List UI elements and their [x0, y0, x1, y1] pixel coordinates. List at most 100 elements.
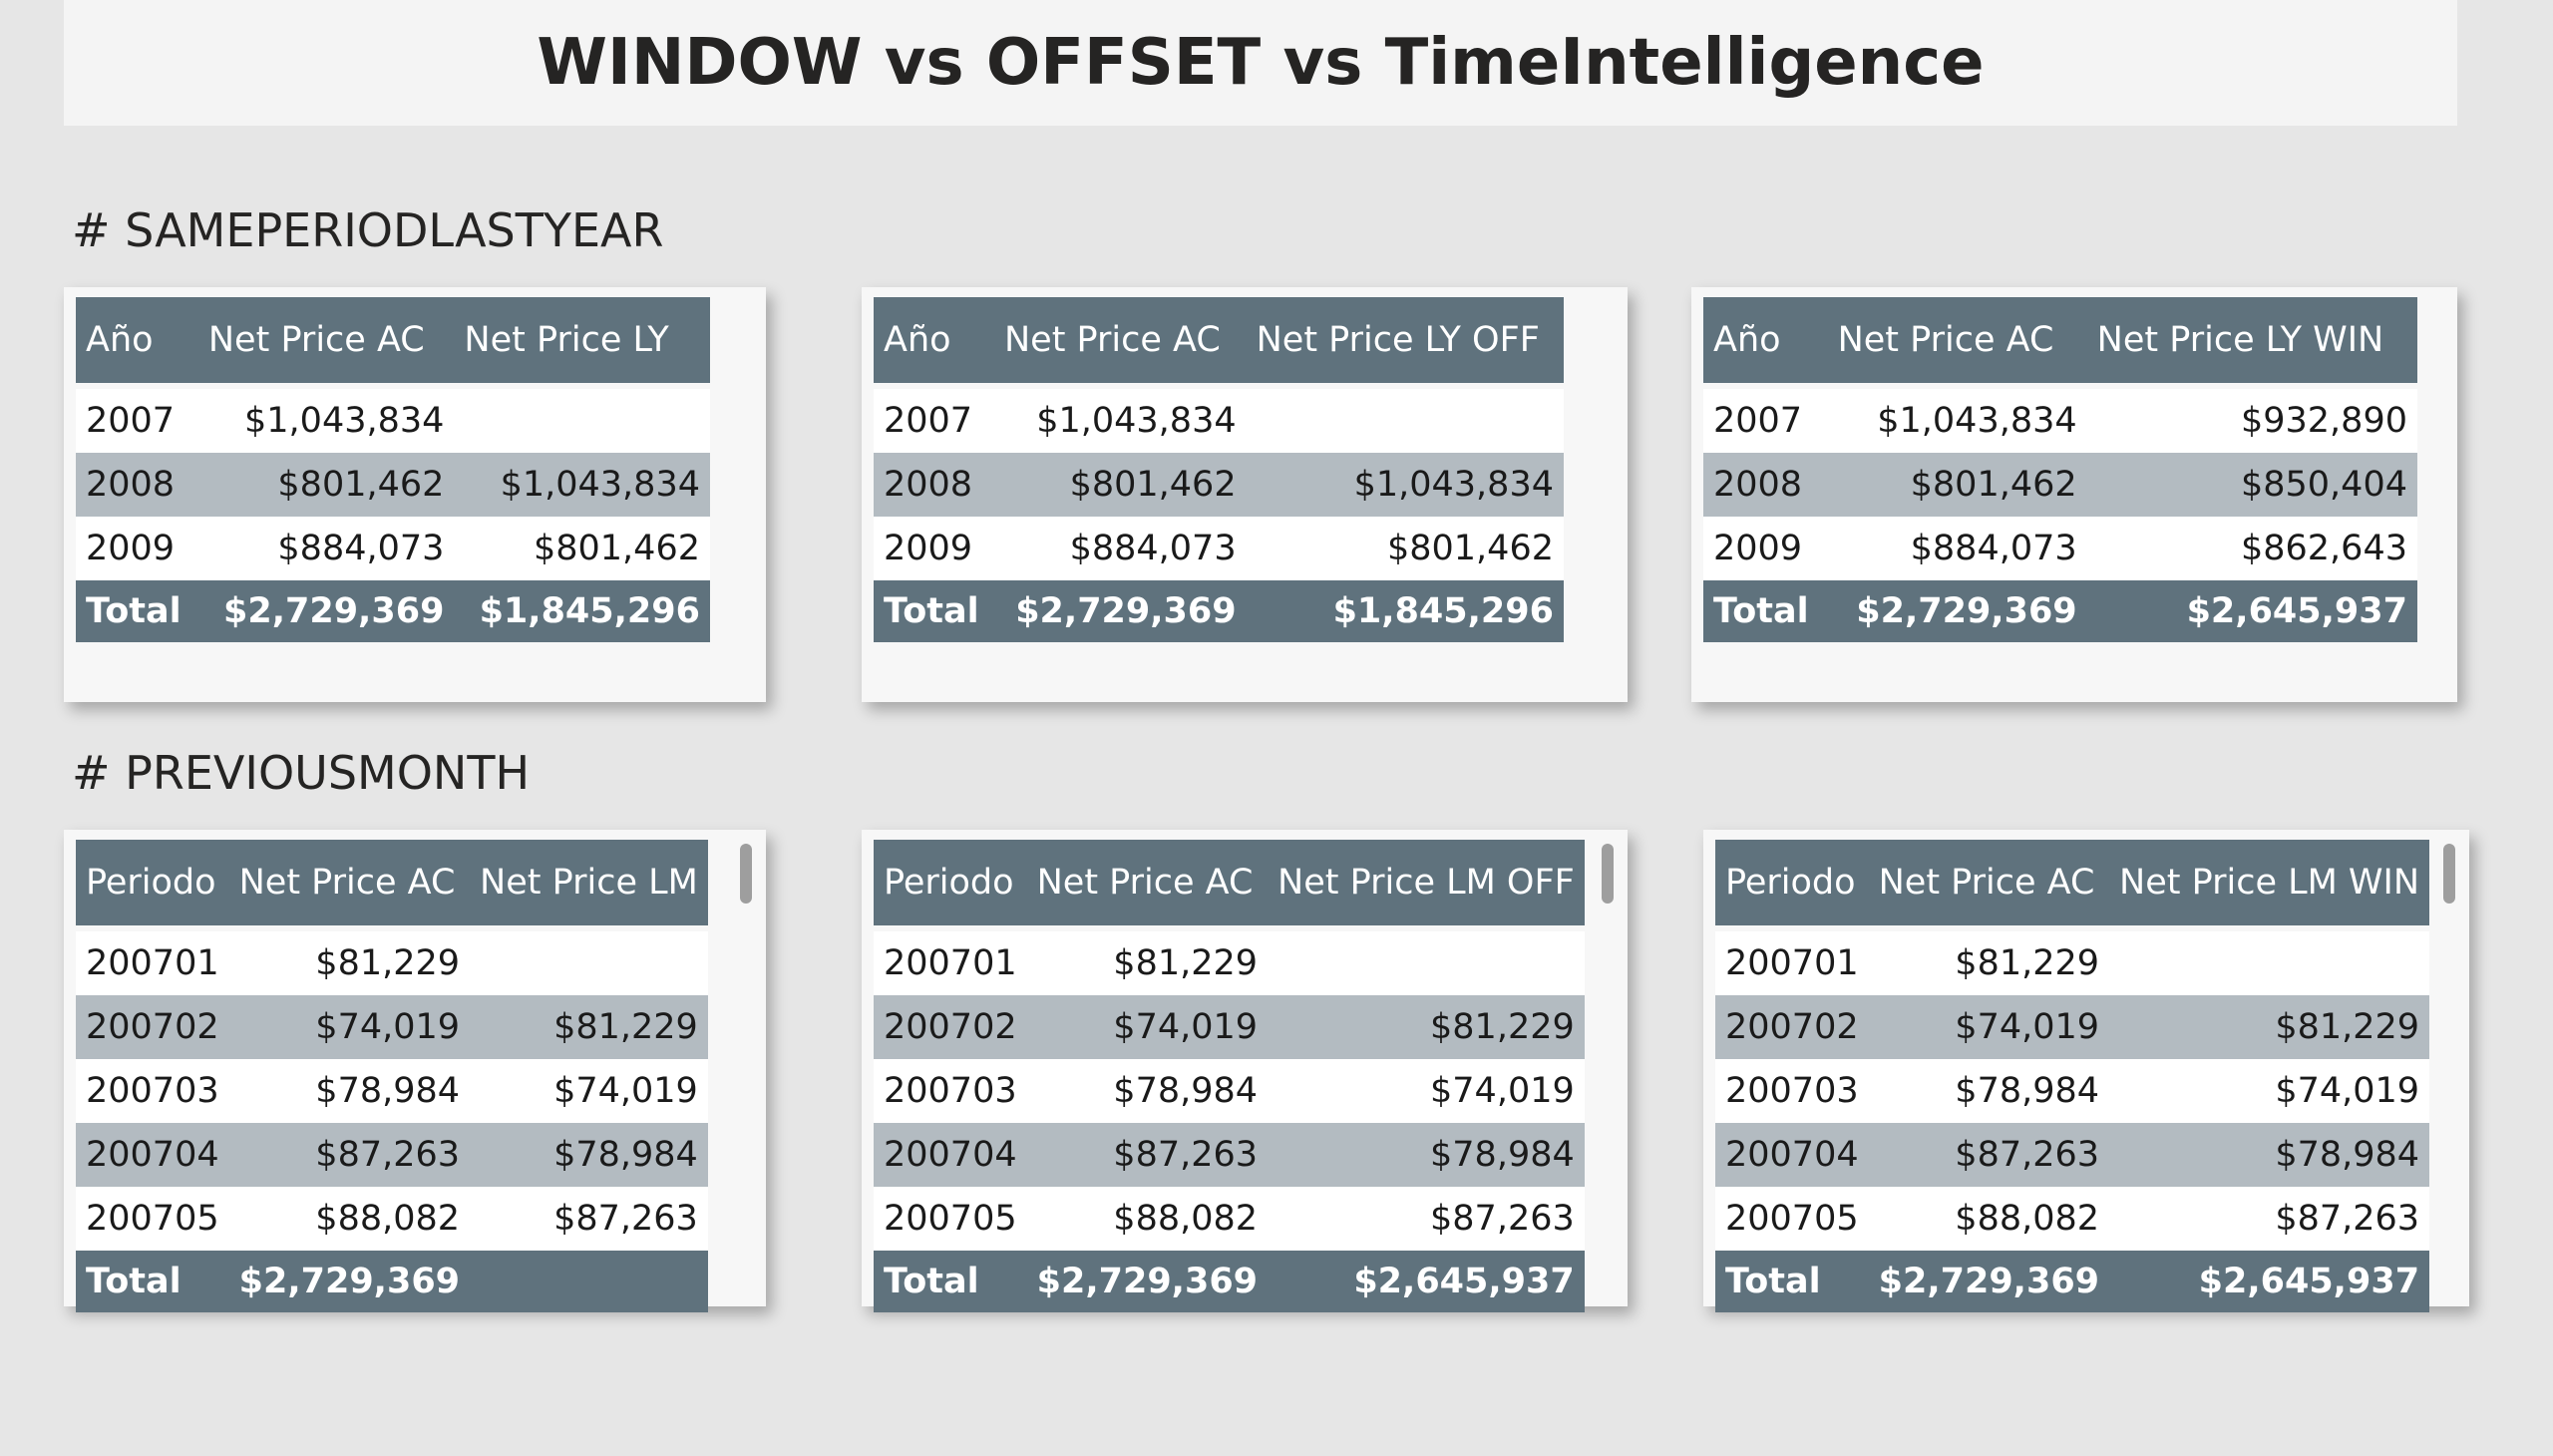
table-cell — [454, 389, 710, 453]
column-header[interactable]: Net Price AC — [1827, 297, 2087, 383]
vertical-scrollbar[interactable] — [740, 844, 752, 904]
header-spacer — [1715, 925, 2430, 931]
table-cell: 2009 — [874, 517, 994, 580]
total-cell: Total — [1715, 1251, 1869, 1312]
table-cell: $884,073 — [197, 517, 455, 580]
table-row[interactable]: 2009 $884,073 $862,643 — [1703, 517, 2417, 580]
table-row[interactable]: 200704 $87,263 $78,984 — [76, 1123, 708, 1187]
table-row[interactable]: 200705 $88,082 $87,263 — [1715, 1187, 2430, 1251]
table-row[interactable]: 200702 $74,019 $81,229 — [76, 995, 708, 1059]
table-row[interactable]: 200702 $74,019 $81,229 — [874, 995, 1585, 1059]
column-header[interactable]: Año — [1703, 297, 1828, 383]
table-row[interactable]: 200703 $78,984 $74,019 — [1715, 1059, 2430, 1123]
column-header[interactable]: Net Price AC — [228, 840, 471, 925]
matrix-table[interactable]: Periodo Net Price AC Net Price LM 200701 $81… — [76, 840, 708, 1312]
column-header[interactable]: Net Price LM WIN — [2109, 840, 2430, 925]
table-row[interactable]: 2007 $1,043,834 — [76, 389, 710, 453]
table-cell: $87,263 — [1268, 1187, 1585, 1251]
table-cell: 200702 — [1715, 995, 1869, 1059]
table-row[interactable]: 200702 $74,019 $81,229 — [1715, 995, 2430, 1059]
header-spacer — [874, 925, 1585, 931]
total-cell: $1,845,296 — [454, 580, 710, 642]
total-cell: $2,729,369 — [1827, 580, 2087, 642]
table-cell: $81,229 — [2109, 995, 2430, 1059]
total-cell: $2,645,937 — [2086, 580, 2417, 642]
table-card[interactable]: Año Net Price AC Net Price LY 2007 $1,043,83… — [64, 287, 766, 702]
column-header[interactable]: Net Price LY WIN — [2086, 297, 2417, 383]
table-cell: $88,082 — [1868, 1187, 2110, 1251]
table-cell: $87,263 — [228, 1123, 471, 1187]
table-row[interactable]: 2008 $801,462 $1,043,834 — [874, 453, 1564, 517]
table-row[interactable]: 2009 $884,073 $801,462 — [76, 517, 710, 580]
column-header[interactable]: Net Price AC — [197, 297, 455, 383]
total-row: Total $2,729,369 — [76, 1251, 708, 1312]
table-header-row: Periodo Net Price AC Net Price LM OFF — [874, 840, 1585, 925]
table-row[interactable]: 200705 $88,082 $87,263 — [76, 1187, 708, 1251]
matrix-table[interactable]: Año Net Price AC Net Price LY OFF 2007 $1,04… — [874, 297, 1564, 642]
column-header[interactable]: Net Price AC — [1868, 840, 2110, 925]
table-cell: 2008 — [1703, 453, 1828, 517]
header-spacer — [1703, 383, 2417, 389]
column-header[interactable]: Periodo — [76, 840, 229, 925]
table-row[interactable]: 200705 $88,082 $87,263 — [874, 1187, 1585, 1251]
table-row[interactable]: 2007 $1,043,834 $932,890 — [1703, 389, 2417, 453]
total-cell: $2,645,937 — [1268, 1251, 1585, 1312]
section-label-sameperiodlastyear: # SAMEPERIODLASTYEAR — [72, 203, 664, 257]
column-header[interactable]: Net Price LM OFF — [1268, 840, 1585, 925]
column-header[interactable]: Periodo — [874, 840, 1027, 925]
table-card[interactable]: Periodo Net Price AC Net Price LM OFF 20070… — [862, 830, 1628, 1312]
table-card[interactable]: Periodo Net Price AC Net Price LM WIN 20070… — [1703, 830, 2469, 1312]
table-cell: 200705 — [76, 1187, 229, 1251]
table-row[interactable]: 200704 $87,263 $78,984 — [874, 1123, 1585, 1187]
column-header[interactable]: Año — [76, 297, 198, 383]
table-cell: $81,229 — [228, 931, 471, 995]
table-row[interactable]: 200701 $81,229 — [1715, 931, 2430, 995]
table-row[interactable]: 2009 $884,073 $801,462 — [874, 517, 1564, 580]
vertical-scrollbar[interactable] — [1602, 844, 1614, 904]
table-header-row: Periodo Net Price AC Net Price LM WIN — [1715, 840, 2430, 925]
table-row[interactable]: 2008 $801,462 $850,404 — [1703, 453, 2417, 517]
total-cell: Total — [1703, 580, 1828, 642]
table-row[interactable]: 200701 $81,229 — [874, 931, 1585, 995]
vertical-scrollbar[interactable] — [2443, 844, 2455, 904]
table-row[interactable]: 200701 $81,229 — [76, 931, 708, 995]
header-spacer-cell — [76, 383, 710, 389]
column-header[interactable]: Net Price AC — [1026, 840, 1269, 925]
table-header-row: Periodo Net Price AC Net Price LM — [76, 840, 708, 925]
total-row: Total $2,729,369 $2,645,937 — [1715, 1251, 2430, 1312]
table-cell: 200704 — [76, 1123, 229, 1187]
total-cell: Total — [874, 1251, 1027, 1312]
table-cell: $1,043,834 — [1827, 389, 2087, 453]
total-cell — [470, 1251, 708, 1312]
table-card[interactable]: Periodo Net Price AC Net Price LM 200701 $81… — [64, 830, 766, 1312]
matrix-table[interactable]: Periodo Net Price AC Net Price LM WIN 20070… — [1715, 840, 2430, 1312]
column-header[interactable]: Periodo — [1715, 840, 1869, 925]
column-header[interactable]: Net Price LM — [470, 840, 708, 925]
table-cell: 2007 — [76, 389, 198, 453]
table-cell — [1268, 931, 1585, 995]
table-cell — [2109, 931, 2430, 995]
table-row[interactable]: 2007 $1,043,834 — [874, 389, 1564, 453]
matrix-table[interactable]: Periodo Net Price AC Net Price LM OFF 20070… — [874, 840, 1585, 1312]
matrix-table[interactable]: Año Net Price AC Net Price LY 2007 $1,043,83… — [76, 297, 710, 642]
total-cell: $2,729,369 — [1026, 1251, 1269, 1312]
matrix-table[interactable]: Año Net Price AC Net Price LY WIN 2007 $1,04… — [1703, 297, 2417, 642]
table-cell: $74,019 — [1026, 995, 1269, 1059]
table-cell: $81,229 — [1268, 995, 1585, 1059]
column-header[interactable]: Año — [874, 297, 994, 383]
table-card[interactable]: Año Net Price AC Net Price LY WIN 2007 $1,04… — [1691, 287, 2457, 702]
column-header[interactable]: Net Price LY OFF — [1246, 297, 1564, 383]
table-cell: 200701 — [76, 931, 229, 995]
table-cell: $88,082 — [228, 1187, 471, 1251]
table-row[interactable]: 200703 $78,984 $74,019 — [874, 1059, 1585, 1123]
table-row[interactable]: 200703 $78,984 $74,019 — [76, 1059, 708, 1123]
table-cell: 200705 — [874, 1187, 1027, 1251]
table-cell: 200704 — [874, 1123, 1027, 1187]
header-spacer — [874, 383, 1564, 389]
column-header[interactable]: Net Price LY — [454, 297, 710, 383]
table-cell: $862,643 — [2086, 517, 2417, 580]
table-row[interactable]: 200704 $87,263 $78,984 — [1715, 1123, 2430, 1187]
table-row[interactable]: 2008 $801,462 $1,043,834 — [76, 453, 710, 517]
column-header[interactable]: Net Price AC — [993, 297, 1247, 383]
table-card[interactable]: Año Net Price AC Net Price LY OFF 2007 $1,04… — [862, 287, 1628, 702]
